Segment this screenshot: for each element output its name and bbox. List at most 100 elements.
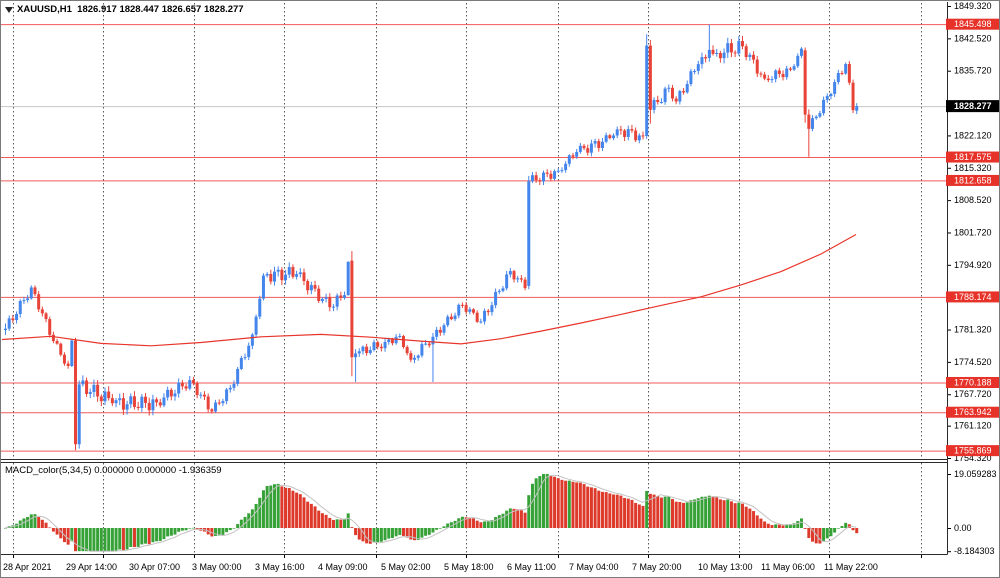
candle-body <box>284 274 288 281</box>
macd-bar <box>530 483 534 528</box>
candle-body <box>449 316 453 320</box>
macd-bar <box>707 495 711 528</box>
candle-body <box>291 267 295 277</box>
macd-bar <box>320 513 324 528</box>
macd-tick-label: -8.184303 <box>954 546 995 556</box>
candle-body <box>346 261 350 296</box>
candle-body <box>254 316 258 335</box>
macd-bar <box>567 480 571 528</box>
price-level-label: 1817.575 <box>954 152 992 162</box>
macd-bar <box>118 528 122 550</box>
candle-body <box>777 70 781 74</box>
candle-body <box>51 334 55 342</box>
macd-bar <box>383 528 387 541</box>
candle-body <box>659 102 663 104</box>
symbol-menu-icon[interactable] <box>5 7 13 13</box>
candle-body <box>785 68 789 78</box>
candle-body <box>693 70 697 72</box>
macd-bar <box>667 496 671 528</box>
macd-bar <box>490 520 494 528</box>
macd-bar <box>575 482 579 528</box>
macd-bar <box>140 528 144 545</box>
macd-bar <box>527 495 531 528</box>
candle-body <box>232 383 236 388</box>
candle-body <box>26 298 30 301</box>
price-level-label-box <box>946 406 999 418</box>
candle-body <box>335 295 339 307</box>
macd-bar <box>752 511 756 528</box>
candle-body <box>457 304 461 316</box>
candle-body <box>155 399 159 403</box>
candle-body <box>217 402 221 404</box>
time-label: 4 May 09:00 <box>318 562 368 572</box>
price-level-label: 1755.869 <box>954 446 992 456</box>
time-axis[interactable]: 28 Apr 2021 29 Apr 14:00 30 Apr 07:00 3 May… <box>3 555 922 572</box>
candle-body <box>118 398 122 401</box>
candle-body <box>96 384 100 397</box>
candle-body <box>807 114 811 129</box>
candle-body <box>387 339 391 343</box>
candle-body <box>844 64 848 74</box>
macd-bar <box>700 496 704 528</box>
macd-bar <box>586 486 590 528</box>
candle-body <box>460 304 464 306</box>
time-label: 11 May 06:00 <box>761 562 815 572</box>
candle-body <box>313 285 317 289</box>
candle-body <box>177 382 181 394</box>
candle-body <box>324 297 328 299</box>
macd-bar <box>188 528 192 529</box>
candle-body <box>637 135 641 141</box>
candle-body <box>549 173 553 179</box>
macd-bar <box>48 527 52 529</box>
macd-bar <box>155 528 159 542</box>
candle-body <box>424 343 428 345</box>
macd-bar <box>317 510 321 528</box>
macd-bar <box>442 526 446 528</box>
candle-body <box>656 99 660 103</box>
candle-body <box>534 175 538 181</box>
candle-body <box>405 346 409 354</box>
macd-bar <box>471 518 475 528</box>
indicator-label: MACD_color(5,34,5) 0.000000 0.000000 -1.… <box>5 465 222 476</box>
candle-body <box>383 342 387 349</box>
macd-bar <box>258 497 262 528</box>
candle-body <box>855 106 859 111</box>
candle-body <box>269 273 273 282</box>
candle-body <box>711 49 715 54</box>
macd-bar <box>151 528 155 543</box>
candle-body <box>737 41 741 54</box>
macd-bar <box>81 528 85 552</box>
macd-bar <box>449 522 453 528</box>
macd-bar <box>92 528 96 552</box>
macd-bar <box>682 502 686 528</box>
candle-body <box>586 148 590 153</box>
macd-bar <box>497 515 501 528</box>
macd-bar <box>339 519 343 528</box>
candle-body <box>81 380 85 385</box>
current-price-label: 1828.277 <box>954 101 992 111</box>
macd-bar <box>549 475 553 528</box>
macd-bar <box>836 528 840 529</box>
macd-bar <box>346 513 350 528</box>
macd-bar <box>379 528 383 542</box>
candle-body <box>612 135 616 139</box>
macd-bar <box>173 528 177 535</box>
time-label: 3 May 00:00 <box>192 562 242 572</box>
macd-bar <box>335 519 339 528</box>
candle-body <box>401 336 405 347</box>
macd-bar <box>608 493 612 528</box>
price-axis[interactable]: 1849.320 1842.520 1835.720 1822.120 1815.320… <box>946 1 1000 556</box>
candle-body <box>276 269 280 272</box>
macd-bar <box>261 490 265 528</box>
macd-bar <box>390 528 394 539</box>
macd-bar <box>774 524 778 528</box>
macd-bar <box>600 491 604 528</box>
candle-body <box>759 73 763 75</box>
macd-bar <box>55 528 59 535</box>
macd-bar <box>158 528 162 542</box>
candle-body <box>545 172 549 174</box>
candle-body <box>468 309 472 312</box>
time-label: 7 May 20:00 <box>632 562 682 572</box>
candle-body <box>634 130 638 141</box>
